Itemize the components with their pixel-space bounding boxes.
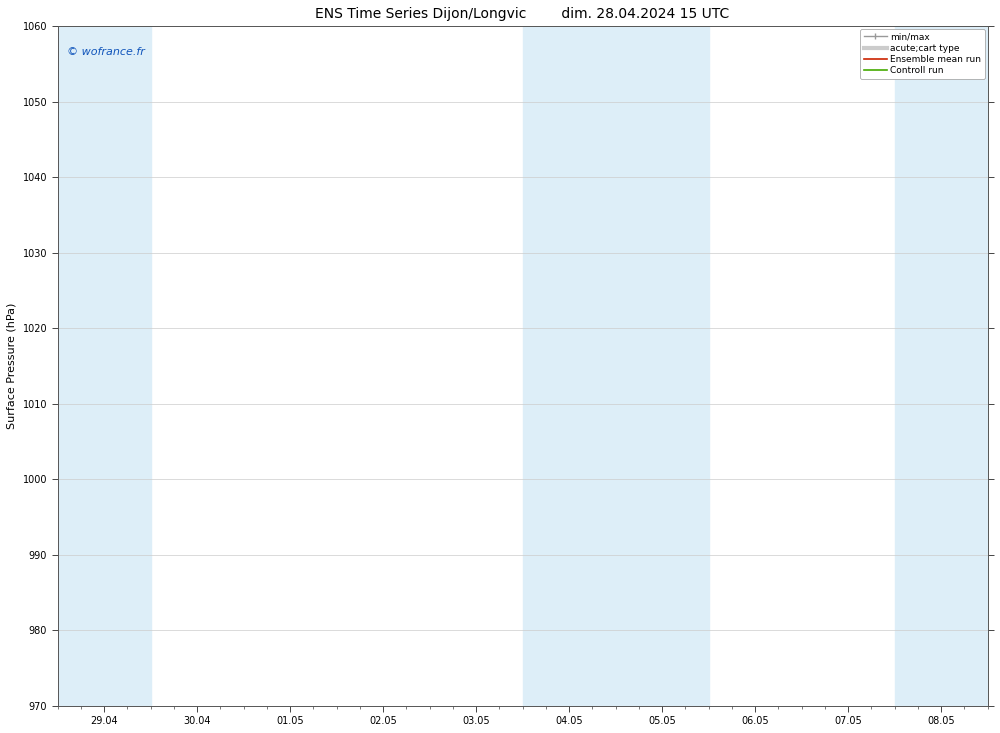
Y-axis label: Surface Pressure (hPa): Surface Pressure (hPa) — [7, 303, 17, 429]
Bar — [523, 26, 709, 706]
Bar — [58, 26, 151, 706]
Bar — [895, 26, 988, 706]
Text: © wofrance.fr: © wofrance.fr — [67, 47, 145, 56]
Title: ENS Time Series Dijon/Longvic        dim. 28.04.2024 15 UTC: ENS Time Series Dijon/Longvic dim. 28.04… — [315, 7, 730, 21]
Legend: min/max, acute;cart type, Ensemble mean run, Controll run: min/max, acute;cart type, Ensemble mean … — [860, 29, 985, 79]
